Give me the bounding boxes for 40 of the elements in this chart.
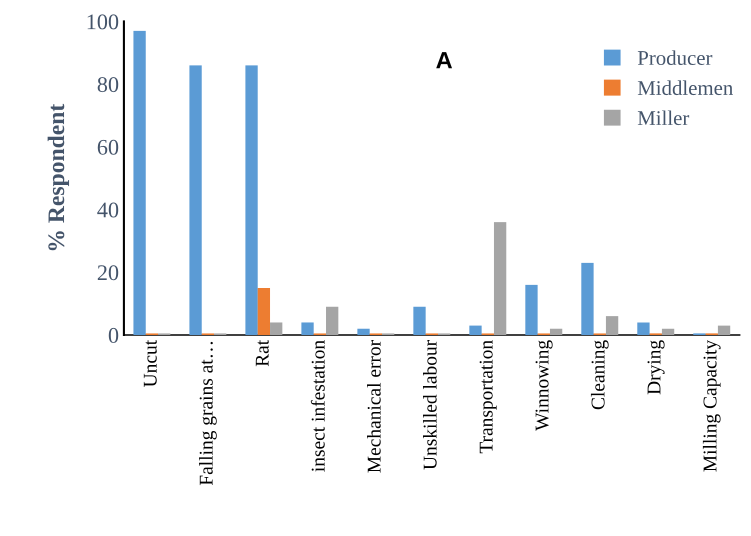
y-tick-label: 0 [108, 328, 118, 343]
y-tick-label: 100 [88, 14, 118, 30]
x-tick-label: insect infestation [310, 340, 325, 472]
bar [581, 262, 594, 335]
bar [326, 306, 338, 335]
bar [133, 30, 146, 335]
x-tick-label: Drying [648, 340, 665, 394]
x-tick-label: Unskilled labour [423, 340, 437, 470]
annotation: A [436, 52, 452, 68]
bar [357, 328, 370, 335]
bar [189, 65, 202, 335]
bar [637, 322, 650, 335]
bar [494, 222, 506, 335]
bar [606, 316, 618, 335]
x-tick-label: Winnowing [536, 340, 553, 431]
x-tick-label: Rat [256, 340, 269, 366]
y-tick-label: 20 [98, 265, 118, 280]
bar [258, 288, 270, 335]
bar [413, 306, 426, 335]
y-axis-title: % Respondent [48, 104, 70, 250]
x-tick-label: Mechanical error [367, 340, 381, 473]
x-tick-label: Uncut [144, 340, 157, 387]
bar [718, 326, 730, 335]
y-tick-label: 40 [97, 202, 118, 218]
y-tick-label: 80 [98, 77, 118, 92]
x-tick-label: Falling grains at… [199, 342, 217, 486]
bar [525, 284, 538, 335]
legend-label: Producer [638, 50, 712, 66]
bar [550, 328, 562, 335]
x-tick-label: Cleaning [590, 340, 609, 410]
bar [270, 322, 282, 335]
legend-label: Miller [638, 110, 690, 126]
bar [301, 322, 314, 335]
bar [662, 328, 674, 335]
legend-label: Middlemen [638, 80, 733, 96]
bar [469, 326, 482, 335]
x-tick-label: Milling Capacity [702, 340, 721, 472]
y-tick-label: 60 [98, 140, 118, 155]
bar [245, 65, 258, 335]
x-tick-label: Transportation [480, 340, 497, 454]
